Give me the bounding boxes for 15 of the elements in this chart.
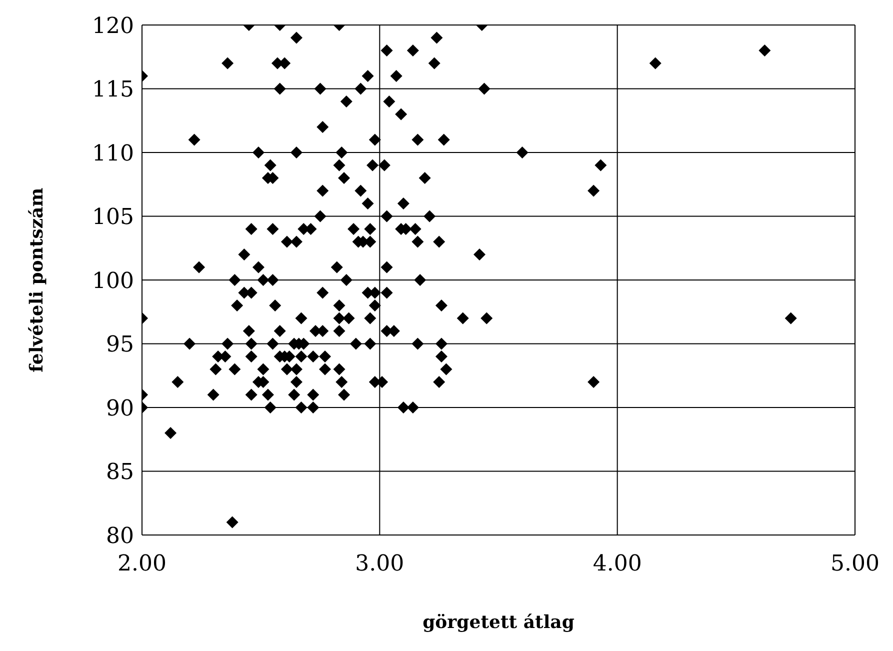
y-tick-label: 80	[106, 524, 134, 549]
y-tick-label: 90	[106, 396, 134, 422]
y-axis-title: felvételi pontszám	[26, 188, 48, 372]
x-tick-label: 4.00	[592, 552, 642, 577]
y-tick-label: 100	[92, 268, 134, 294]
x-tick-label: 3.00	[355, 552, 404, 577]
x-tick-label: 2.00	[118, 552, 166, 577]
y-tick-label: 85	[106, 460, 134, 486]
y-tick-label: 110	[92, 141, 134, 166]
y-tick-label: 105	[92, 205, 134, 230]
y-tick-label: 120	[92, 14, 134, 39]
x-axis-title: görgetett átlag	[422, 612, 575, 633]
y-tick-label: 95	[106, 332, 134, 358]
x-tick-label: 5.00	[830, 552, 880, 577]
y-tick-label: 115	[92, 78, 134, 103]
